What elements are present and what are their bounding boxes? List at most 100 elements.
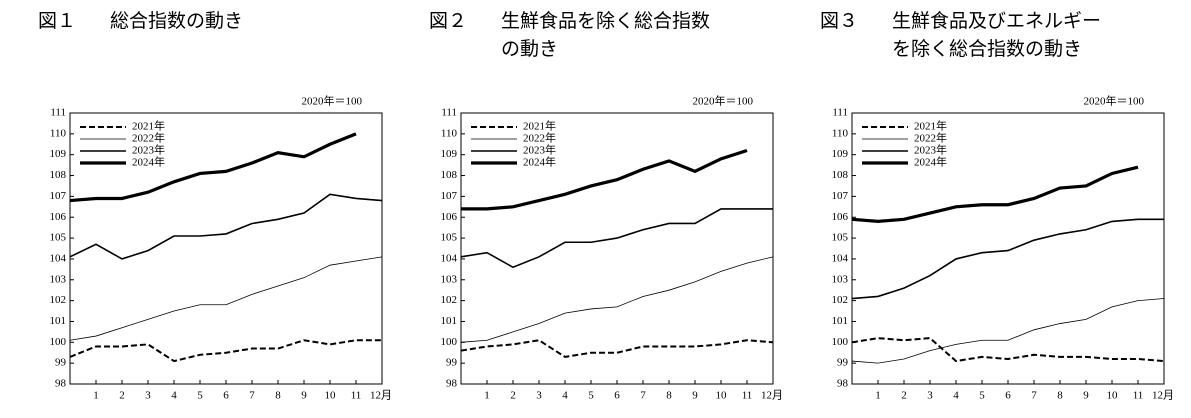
y-tick-label: 102: [832, 294, 849, 306]
x-tick-label: 12月: [1152, 390, 1174, 402]
series-line: [69, 256, 383, 341]
x-tick-label: 2: [901, 390, 907, 402]
x-tick-label: 4: [562, 390, 568, 402]
y-tick-label: 103: [832, 273, 849, 285]
y-tick-label: 104: [832, 252, 849, 264]
y-tick-label: 98: [446, 378, 458, 390]
x-tick-label: 8: [275, 390, 281, 402]
y-tick-label: 110: [832, 127, 849, 139]
x-tick-label: 6: [223, 390, 229, 402]
y-tick-label: 101: [441, 315, 458, 327]
series-line: [460, 208, 773, 269]
x-tick-label: 4: [953, 390, 959, 402]
x-tick-label: 9: [692, 390, 698, 402]
y-tick-label: 98: [55, 378, 67, 390]
unit-note: 2020年＝100: [693, 94, 754, 108]
y-tick-label: 104: [441, 252, 458, 264]
unit-note: 2020年＝100: [1084, 94, 1145, 108]
y-tick-label: 106: [441, 211, 458, 223]
y-tick-label: 108: [832, 169, 849, 181]
y-tick-label: 100: [441, 336, 458, 348]
legend-label: 2023年: [132, 143, 165, 157]
x-tick-label: 6: [1005, 390, 1011, 402]
chart-title: 総合指数の動き: [110, 10, 243, 32]
chart-title: を除く総合指数の動き: [892, 38, 1082, 60]
x-tick-label: 12月: [370, 390, 392, 402]
legend-label: 2021年: [132, 119, 165, 133]
x-tick-label: 7: [1031, 390, 1037, 402]
y-tick-label: 107: [832, 190, 849, 202]
legend-label: 2024年: [914, 155, 947, 169]
y-tick-label: 100: [832, 336, 849, 348]
y-tick-label: 106: [50, 211, 67, 223]
chart-title: の動き: [501, 38, 558, 60]
legend-label: 2024年: [523, 155, 556, 169]
x-tick-label: 3: [927, 390, 933, 402]
series-line: [851, 218, 1164, 300]
y-tick-label: 102: [441, 294, 458, 306]
legend-label: 2023年: [523, 143, 556, 157]
y-tick-label: 98: [837, 378, 849, 390]
series-line: [460, 256, 774, 343]
series-line: [851, 298, 1165, 364]
legend-label: 2021年: [523, 119, 556, 133]
figure-label: 図３: [820, 10, 858, 32]
y-tick-label: 104: [50, 252, 67, 264]
y-tick-label: 108: [50, 169, 67, 181]
x-tick-label: 2: [510, 390, 516, 402]
x-tick-label: 9: [1083, 390, 1089, 402]
y-tick-label: 109: [832, 148, 849, 160]
y-tick-label: 111: [832, 107, 848, 119]
y-tick-label: 111: [50, 107, 66, 119]
y-tick-label: 105: [832, 232, 849, 244]
x-tick-label: 10: [325, 390, 337, 402]
x-tick-label: 7: [249, 390, 255, 402]
legend-label: 2022年: [132, 131, 165, 145]
x-tick-label: 2: [119, 390, 125, 402]
y-tick-label: 103: [50, 273, 67, 285]
x-tick-label: 5: [197, 390, 203, 402]
x-tick-label: 11: [351, 390, 362, 402]
y-tick-label: 100: [50, 336, 67, 348]
x-tick-label: 5: [588, 390, 594, 402]
legend-label: 2023年: [914, 143, 947, 157]
legend-label: 2021年: [914, 119, 947, 133]
y-tick-label: 101: [50, 315, 67, 327]
series-line: [851, 337, 1165, 363]
y-tick-label: 99: [837, 357, 849, 369]
x-tick-label: 8: [666, 390, 672, 402]
legend-label: 2022年: [914, 131, 947, 145]
x-tick-label: 5: [979, 390, 985, 402]
y-tick-label: 107: [441, 190, 458, 202]
x-tick-label: 4: [171, 390, 177, 402]
x-tick-label: 1: [484, 390, 490, 402]
y-tick-label: 105: [50, 232, 67, 244]
x-tick-label: 11: [742, 390, 753, 402]
chart-title: 生鮮食品を除く総合指数: [501, 10, 710, 32]
figure-label: 図１: [38, 10, 76, 32]
legend-label: 2024年: [132, 155, 165, 169]
y-tick-label: 107: [50, 190, 67, 202]
x-tick-label: 3: [145, 390, 151, 402]
series-line: [69, 339, 382, 363]
x-tick-label: 1: [875, 390, 881, 402]
y-tick-label: 110: [441, 127, 458, 139]
y-tick-label: 109: [441, 148, 458, 160]
series-line: [461, 148, 748, 211]
y-tick-label: 103: [441, 273, 458, 285]
y-tick-label: 105: [441, 232, 458, 244]
x-tick-label: 6: [614, 390, 620, 402]
x-tick-label: 9: [301, 390, 307, 402]
x-tick-label: 11: [1133, 390, 1144, 402]
series-line: [460, 339, 774, 358]
x-tick-label: 7: [640, 390, 646, 402]
series-line: [69, 193, 383, 260]
unit-note: 2020年＝100: [302, 94, 363, 108]
y-tick-label: 101: [832, 315, 849, 327]
legend-label: 2022年: [523, 131, 556, 145]
x-tick-label: 10: [716, 390, 728, 402]
x-tick-label: 10: [1107, 390, 1119, 402]
y-tick-label: 108: [441, 169, 458, 181]
series-line: [851, 165, 1139, 224]
